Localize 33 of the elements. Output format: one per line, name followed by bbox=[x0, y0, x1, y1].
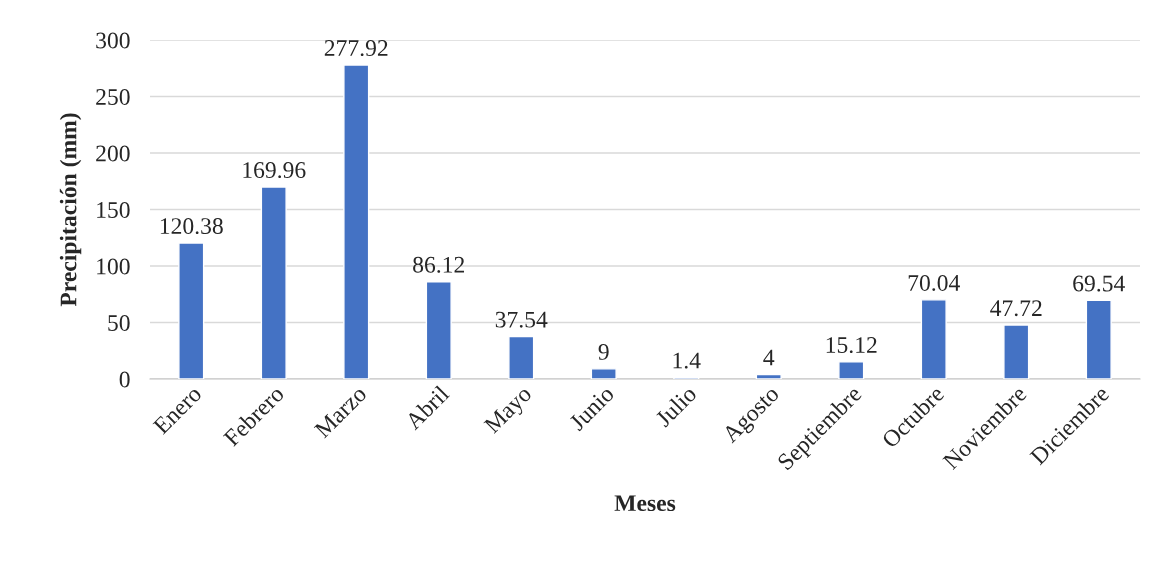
bar bbox=[1085, 299, 1112, 379]
data-label: 1.4 bbox=[673, 352, 701, 369]
data-label: 277.92 bbox=[324, 40, 388, 57]
data-label: 69.54 bbox=[1073, 275, 1125, 292]
bar bbox=[838, 361, 865, 379]
data-label: 15.12 bbox=[826, 337, 877, 354]
data-label: 86.12 bbox=[413, 256, 465, 273]
data-label: 9 bbox=[598, 344, 609, 360]
bar bbox=[920, 299, 947, 379]
bar bbox=[755, 373, 782, 379]
data-label: 47.72 bbox=[990, 300, 1042, 317]
data-label: 169.96 bbox=[243, 162, 306, 179]
y-tick-label: 100 bbox=[97, 258, 130, 275]
data-label: 70.04 bbox=[908, 274, 960, 291]
bar bbox=[178, 242, 205, 379]
bar bbox=[508, 335, 535, 379]
y-tick-label: 0 bbox=[119, 371, 130, 388]
data-label: 120.38 bbox=[160, 218, 223, 235]
bar bbox=[343, 64, 370, 379]
y-tick-label: 250 bbox=[96, 88, 130, 105]
y-tick-label: 300 bbox=[96, 32, 130, 49]
y-axis-title: Precipitación (mm) bbox=[59, 113, 82, 307]
bar bbox=[590, 368, 617, 379]
data-label: 4 bbox=[763, 349, 775, 366]
y-tick-label: 50 bbox=[108, 314, 130, 331]
x-axis-title: Meses bbox=[614, 495, 676, 512]
bar bbox=[425, 280, 452, 379]
bar bbox=[260, 186, 287, 379]
data-label: 37.54 bbox=[495, 311, 548, 328]
y-tick-label: 150 bbox=[97, 201, 130, 218]
x-tick-label: Julio bbox=[654, 384, 698, 428]
y-tick-label: 200 bbox=[96, 145, 130, 162]
bar bbox=[1003, 324, 1030, 379]
